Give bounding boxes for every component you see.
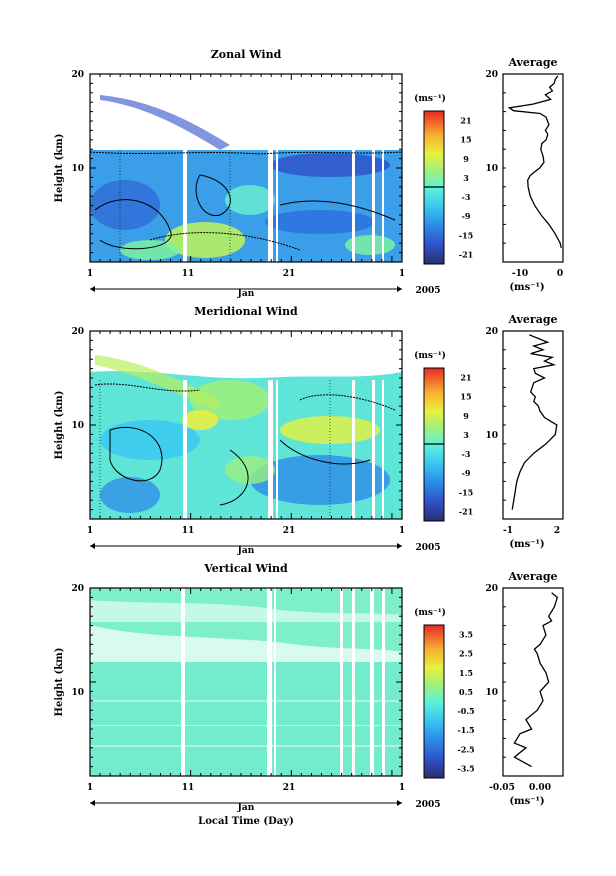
colorbar-tick-label: 3.5: [459, 630, 473, 640]
month-label: Jan: [237, 289, 255, 299]
profile-y-tick: 20: [485, 584, 498, 594]
x-axis-label: Local Time (Day): [198, 816, 294, 827]
profile-y-tick: 10: [485, 688, 498, 698]
month-label: Jan: [237, 546, 255, 556]
profile-x-label: (ms⁻¹): [509, 796, 544, 807]
panel-title: Vertical Wind: [203, 562, 288, 575]
y-axis-label: Height (km): [54, 648, 65, 717]
month-label: Jan: [237, 803, 255, 813]
y-tick-label: 10: [71, 688, 84, 698]
colorbar-tick-label: -15: [459, 230, 473, 240]
colorbar-tick-label: 2.5: [459, 649, 473, 659]
profile-x-tick: 0: [557, 269, 563, 279]
x-tick-label: 21: [283, 783, 296, 793]
panel-title: Zonal Wind: [211, 48, 282, 61]
colorbar-ticks: 21 15 9 3 -3 -9 -15 -21: [459, 373, 473, 517]
colorbar-tick-label: 1.5: [459, 668, 473, 678]
x-tick-label: 1: [87, 269, 93, 279]
year-label: 2005: [415, 286, 440, 296]
colorbar: [423, 624, 445, 779]
panel-vertical: Vertical Wind 20 10 Height (km) 1 11 21 …: [54, 562, 564, 827]
axis-ticks: [89, 73, 403, 263]
colorbar-tick-label: -3: [462, 449, 471, 459]
y-tick-label: 20: [71, 70, 84, 80]
profile-line: [511, 334, 558, 510]
colorbar-tick-label: -9: [462, 468, 471, 478]
profile-ticks: [503, 73, 506, 263]
year-label: 2005: [415, 800, 440, 810]
profile-line: [513, 592, 559, 768]
colorbar-ticks: 21 15 9 3 -3 -9 -15 -21: [459, 116, 473, 260]
colorbar-ticks: 3.5 2.5 1.5 0.5 -0.5 -1.5 -2.5 -3.5: [457, 630, 474, 774]
colorbar-tick-label: 3: [463, 173, 469, 183]
x-tick-label: 21: [283, 526, 296, 536]
profile-ticks: [503, 330, 506, 520]
colorbar-tick-label: -0.5: [457, 706, 474, 716]
profile-title: Average: [507, 570, 557, 583]
panel-meridional: Meridional Wind 20: [54, 305, 564, 556]
axis-ticks: [89, 587, 403, 777]
colorbar-tick-label: 9: [463, 411, 469, 421]
heatmap-field: [90, 95, 402, 262]
x-tick-label: 11: [182, 783, 195, 793]
colorbar-tick-label: 21: [460, 116, 471, 126]
axis-ticks: [89, 330, 403, 520]
year-label: 2005: [415, 543, 440, 553]
profile-x-tick: -1: [503, 526, 513, 536]
panel-title: Meridional Wind: [194, 305, 298, 318]
profile-line: [507, 75, 562, 249]
colorbar-tick-label: 15: [460, 135, 471, 145]
y-tick-label: 10: [71, 421, 84, 431]
x-tick-label: 11: [182, 526, 195, 536]
x-tick-label: 11: [182, 269, 195, 279]
colorbar-tick-label: 15: [460, 392, 471, 402]
profile-y-tick: 20: [485, 327, 498, 337]
x-tick-label: 1: [399, 783, 405, 793]
colorbar-tick-label: 21: [460, 373, 471, 383]
colorbar-tick-label: -1.5: [457, 725, 474, 735]
profile-x-label: (ms⁻¹): [509, 539, 544, 550]
profile-ticks: [503, 587, 506, 777]
colorbar-tick-label: -15: [459, 487, 473, 497]
profile-y-tick: 20: [485, 70, 498, 80]
colorbar-tick-label: -21: [459, 249, 473, 259]
colorbar-tick-label: 0.5: [459, 687, 473, 697]
profile-frame: [502, 330, 564, 520]
x-tick-label: 1: [87, 526, 93, 536]
profile-frame: [502, 73, 564, 263]
profile-title: Average: [507, 56, 557, 69]
profile-x-tick: -0.05: [489, 783, 515, 793]
profile-x-label: (ms⁻¹): [509, 282, 544, 293]
profile-x-tick: 0.00: [529, 783, 551, 793]
heatmap-field: [90, 355, 402, 519]
profile-frame: [502, 587, 564, 777]
y-tick-label: 10: [71, 164, 84, 174]
x-tick-label: 1: [87, 783, 93, 793]
colorbar-tick-label: -3.5: [457, 763, 474, 773]
profile-x-tick: 2: [554, 526, 560, 536]
y-tick-label: 20: [71, 584, 84, 594]
y-tick-label: 20: [71, 327, 84, 337]
colorbar-tick-label: -2.5: [457, 744, 474, 754]
colorbar-tick-label: 3: [463, 430, 469, 440]
colorbar-tick-label: -3: [462, 192, 471, 202]
profile-x-tick: -10: [512, 269, 528, 279]
profile-title: Average: [507, 313, 557, 326]
colorbar-unit: (ms⁻¹): [414, 607, 446, 618]
panel-zonal: Zonal Wind 20: [54, 48, 564, 299]
colorbar-tick-label: -21: [459, 506, 473, 516]
profile-y-tick: 10: [485, 164, 498, 174]
y-axis-label: Height (km): [54, 391, 65, 460]
colorbar-tick-label: -9: [462, 211, 471, 221]
colorbar-tick-label: 9: [463, 154, 469, 164]
heatmap-field: [90, 588, 402, 776]
x-tick-label: 1: [399, 526, 405, 536]
x-tick-label: 1: [399, 269, 405, 279]
x-tick-label: 21: [283, 269, 296, 279]
y-axis-label: Height (km): [54, 134, 65, 203]
profile-y-tick: 10: [485, 431, 498, 441]
colorbar-unit: (ms⁻¹): [414, 93, 446, 104]
colorbar-unit: (ms⁻¹): [414, 350, 446, 361]
